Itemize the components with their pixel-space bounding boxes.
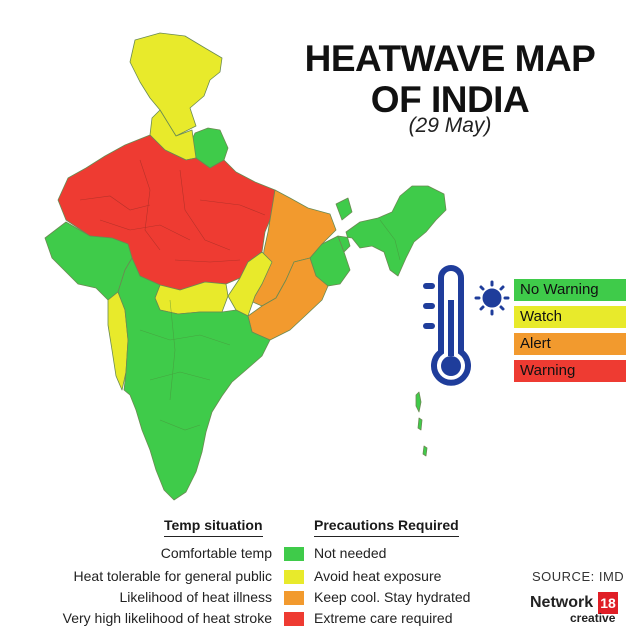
title-line-2: OF INDIA bbox=[370, 79, 530, 120]
legend-watch: Watch bbox=[514, 306, 626, 328]
precaution-2: Keep cool. Stay hydrated bbox=[314, 589, 471, 605]
thermometer-icon bbox=[423, 265, 471, 386]
map-date: (29 May) bbox=[408, 114, 492, 137]
logo-badge: 18 bbox=[598, 592, 618, 614]
header-precautions: Precautions Required bbox=[314, 517, 459, 537]
map-title: HEATWAVE MAP OF INDIA bbox=[270, 38, 630, 120]
situation-1: Heat tolerable for general public bbox=[73, 568, 272, 584]
region-northeast bbox=[337, 185, 447, 277]
swatch-alert bbox=[284, 591, 304, 605]
region-andaman-2 bbox=[417, 417, 423, 431]
source-text: SOURCE: IMD bbox=[532, 569, 625, 584]
swatch-warning bbox=[284, 612, 304, 626]
precaution-1: Avoid heat exposure bbox=[314, 568, 442, 584]
legend-warning: Warning bbox=[514, 360, 626, 382]
title-line-1: HEATWAVE MAP bbox=[304, 38, 596, 79]
sun-icon bbox=[474, 280, 510, 316]
legend-no-warning: No Warning bbox=[514, 279, 626, 301]
situation-0: Comfortable temp bbox=[160, 545, 272, 561]
swatch-no-warning bbox=[284, 547, 304, 561]
precaution-0: Not needed bbox=[314, 545, 387, 561]
precaution-3: Extreme care required bbox=[314, 610, 453, 626]
logo-network: Network bbox=[530, 594, 594, 611]
legend-alert: Alert bbox=[514, 333, 626, 355]
region-sikkim bbox=[335, 197, 353, 221]
region-nicobar bbox=[422, 445, 428, 457]
network18-logo: Network 18 creative bbox=[530, 592, 622, 628]
region-south-green bbox=[117, 257, 271, 501]
situation-2: Likelihood of heat illness bbox=[119, 589, 272, 605]
region-chhattisgarh bbox=[227, 251, 273, 317]
logo-creative: creative bbox=[570, 611, 616, 625]
region-central-yellow bbox=[154, 281, 229, 315]
region-jammu-kashmir bbox=[129, 32, 223, 137]
swatch-watch bbox=[284, 570, 304, 584]
header-temp-situation: Temp situation bbox=[164, 517, 263, 537]
region-andaman bbox=[415, 391, 422, 413]
situation-3: Very high likelihood of heat stroke bbox=[62, 610, 272, 626]
